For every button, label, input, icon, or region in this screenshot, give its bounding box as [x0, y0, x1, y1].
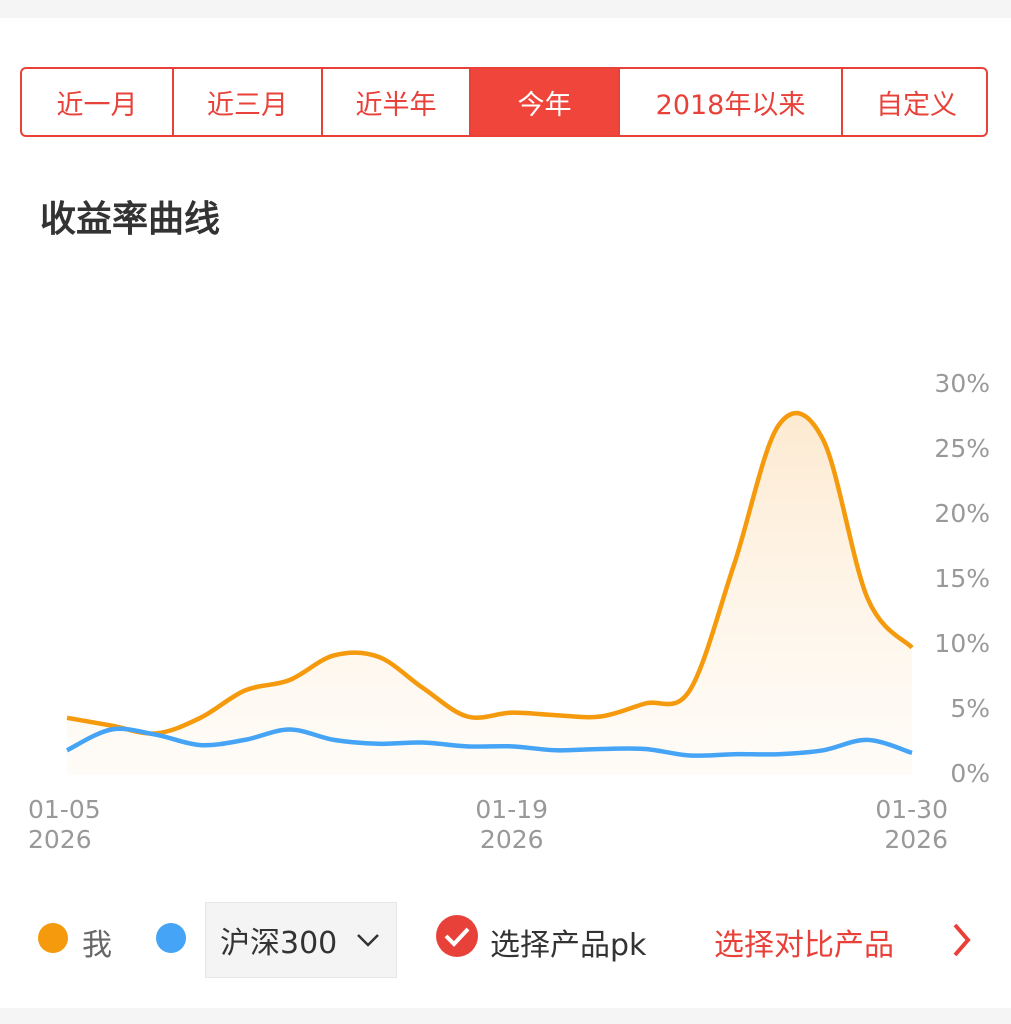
compare-link[interactable]: 选择对比产品	[714, 928, 894, 963]
y-tick-label: 0%	[950, 759, 990, 788]
y-tick-label: 5%	[950, 694, 990, 723]
pk-label[interactable]: 选择产品pk	[490, 928, 647, 963]
tab[interactable]: 近一月	[56, 89, 138, 121]
chart: 0% 5% 10% 15% 20% 25% 30% 01-05 2026 01-19 2026 01-…	[28, 369, 990, 854]
top-band	[0, 0, 1011, 18]
y-tick-label: 20%	[934, 499, 990, 528]
tab[interactable]: 今年	[469, 69, 618, 135]
x-tick-label: 01-19 2026	[475, 795, 548, 854]
dropdown-arrow	[357, 934, 380, 947]
bottom-band	[0, 1008, 1011, 1024]
series-line	[66, 410, 914, 736]
legend-swatch	[38, 923, 68, 953]
section-title: 收益率曲线	[40, 199, 221, 240]
legend: 我 沪深300 选择产品pk 选择对比产品	[0, 900, 1011, 980]
benchmark-dropdown[interactable]: 沪深300	[205, 902, 397, 978]
tab[interactable]: 2018年以来	[618, 69, 841, 135]
tab[interactable]: 近半年	[321, 69, 469, 135]
legend-label: 沪深300	[220, 926, 338, 961]
chevron	[953, 923, 971, 957]
legend-swatch	[156, 923, 186, 953]
series-line	[65, 726, 913, 758]
tab[interactable]: 自定义	[841, 69, 986, 135]
tab[interactable]: 近三月	[172, 69, 321, 135]
x-tick-label: 01-30 2026	[875, 795, 948, 854]
y-tick-label: 15%	[934, 564, 990, 593]
period-tabs: 近一月 近三月 近半年 今年 2018年以来 自定义	[20, 67, 988, 137]
check-icon[interactable]	[435, 914, 479, 958]
x-tick-label: 01-05 2026	[28, 795, 101, 854]
legend-label: 我	[82, 928, 112, 963]
y-tick-label: 10%	[934, 629, 990, 658]
y-tick-label: 25%	[934, 434, 990, 463]
y-tick-label: 30%	[934, 369, 990, 398]
